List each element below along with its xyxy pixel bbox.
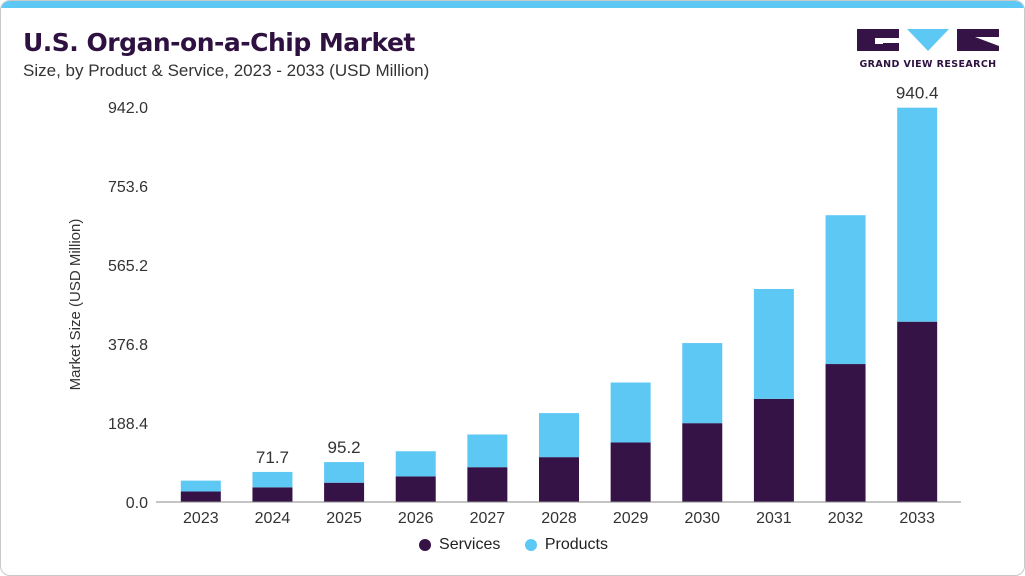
- legend-label-services: Services: [439, 536, 501, 553]
- logo-r-notch: [975, 37, 999, 46]
- chart-legend: Services Products: [1, 536, 1024, 556]
- x-tick-label: 2027: [470, 510, 506, 527]
- bar-products: [753, 288, 794, 399]
- bar-services: [539, 457, 579, 502]
- x-tick-label: 2030: [684, 510, 720, 527]
- bar-services: [682, 423, 723, 502]
- data-label: 95.2: [328, 438, 361, 457]
- bar-products: [682, 343, 723, 424]
- logo-block-r: [957, 29, 999, 51]
- bar-services: [180, 491, 221, 502]
- x-tick-label: 2026: [398, 510, 434, 527]
- data-label: 71.7: [256, 448, 289, 467]
- legend-swatch-services: [419, 539, 432, 551]
- bar-services: [252, 487, 293, 502]
- bar-products: [252, 471, 293, 488]
- logo-g-notch: [875, 38, 899, 44]
- y-tick-label: 942.0: [108, 100, 148, 117]
- bar-products: [825, 215, 866, 365]
- bar-services: [324, 482, 365, 502]
- accent-bar: [1, 1, 1024, 8]
- y-tick-label: 188.4: [108, 416, 148, 433]
- y-tick-label: 565.2: [108, 258, 148, 275]
- bar-products: [395, 451, 436, 477]
- y-tick-label: 376.8: [108, 337, 148, 354]
- chart-title: U.S. Organ-on-a-Chip Market: [23, 28, 415, 57]
- bar-services: [395, 476, 436, 502]
- x-tick-label: 2024: [255, 510, 291, 527]
- bar-products: [539, 413, 579, 458]
- x-tick-label: 2031: [756, 510, 792, 527]
- x-tick-label: 2032: [828, 510, 864, 527]
- x-tick-label: 2028: [541, 510, 577, 527]
- y-axis-label: Market Size (USD Million): [67, 219, 84, 391]
- legend-swatch-products: [524, 539, 537, 551]
- x-tick-label: 2029: [613, 510, 649, 527]
- legend-item-products: Products: [524, 536, 608, 554]
- bar-products: [897, 107, 938, 322]
- legend-label-products: Products: [544, 536, 608, 553]
- bar-services: [610, 442, 651, 502]
- bar-products: [467, 434, 508, 468]
- bar-services: [753, 398, 794, 502]
- gvr-logo-icon: [857, 29, 999, 51]
- chart-subtitle: Size, by Product & Service, 2023 - 2033 …: [23, 61, 430, 80]
- bar-products: [180, 480, 221, 492]
- logo-wordmark: GRAND VIEW RESEARCH: [859, 59, 997, 70]
- legend-item-services: Services: [419, 536, 500, 554]
- bar-products: [324, 462, 365, 483]
- x-tick-label: 2025: [326, 510, 362, 527]
- y-tick-label: 753.6: [108, 179, 148, 196]
- bar-services: [897, 321, 938, 502]
- bar-products: [610, 382, 651, 443]
- data-label: 940.4: [896, 84, 939, 103]
- bar-services: [825, 364, 866, 502]
- x-tick-label: 2023: [183, 510, 219, 527]
- y-tick-label: 0.0: [126, 495, 148, 512]
- x-tick-label: 2033: [899, 510, 935, 527]
- bar-services: [467, 467, 508, 502]
- logo-triangle-v: [907, 29, 949, 51]
